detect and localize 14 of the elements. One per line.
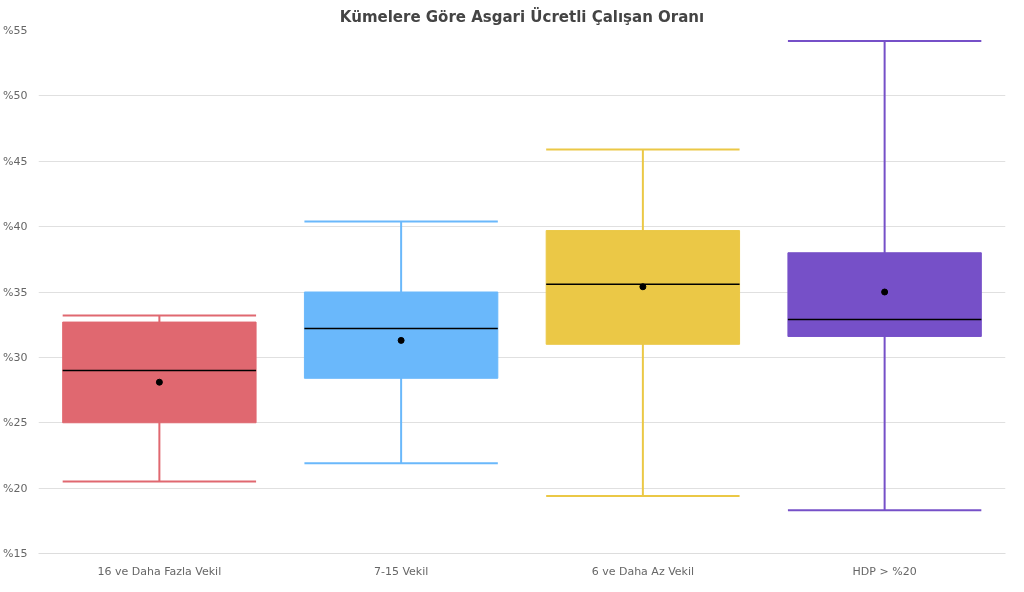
- y-tick-label: %55: [3, 24, 28, 37]
- y-tick-label: %45: [3, 154, 28, 168]
- y-tick-label: %50: [3, 89, 28, 103]
- y-tick-label: %15: [3, 547, 28, 560]
- chart-title: Kümelere Göre Asgari Ücretli Çalışan Oranı: [339, 6, 705, 26]
- y-tick-label: %20: [3, 481, 28, 495]
- x-tick-label: HDP > %20: [852, 564, 917, 578]
- x-tick-label: 16 ve Daha Fazla Vekil: [97, 564, 222, 578]
- x-tick-label: 7-15 Vekil: [373, 564, 429, 578]
- y-tick-label: %25: [3, 416, 28, 430]
- y-tick-label: %35: [3, 285, 28, 299]
- y-tick-label: %30: [3, 350, 28, 364]
- x-tick-label: 6 ve Daha Az Vekil: [591, 564, 695, 578]
- y-tick-label: %40: [3, 220, 28, 234]
